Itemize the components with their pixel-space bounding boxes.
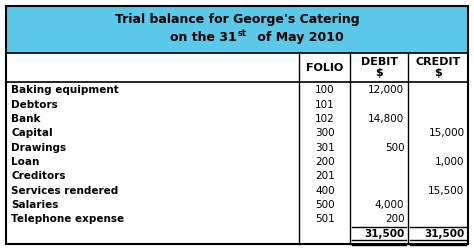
Text: 101: 101: [315, 100, 335, 110]
Text: 12,000: 12,000: [368, 85, 404, 95]
Text: of May 2010: of May 2010: [253, 31, 343, 44]
Text: Telephone expense: Telephone expense: [11, 214, 125, 224]
Text: on the 31: on the 31: [170, 31, 237, 44]
Text: 500: 500: [385, 143, 404, 153]
Text: 102: 102: [315, 114, 335, 124]
Bar: [6, 6, 468, 53]
Text: st: st: [238, 29, 247, 37]
Text: 4,000: 4,000: [375, 200, 404, 210]
Text: 15,000: 15,000: [428, 128, 465, 138]
Text: 301: 301: [315, 143, 335, 153]
Text: 400: 400: [315, 186, 335, 196]
Text: 31,500: 31,500: [364, 229, 404, 239]
Text: 501: 501: [315, 214, 335, 224]
Text: Creditors: Creditors: [11, 171, 66, 181]
Text: 14,800: 14,800: [368, 114, 404, 124]
Text: CREDIT
$: CREDIT $: [416, 57, 461, 78]
Text: Trial balance for George's Catering: Trial balance for George's Catering: [115, 13, 359, 26]
Text: Drawings: Drawings: [11, 143, 66, 153]
Text: 201: 201: [315, 171, 335, 181]
Text: 500: 500: [315, 200, 335, 210]
Text: DEBIT
$: DEBIT $: [361, 57, 398, 78]
Text: Loan: Loan: [11, 157, 40, 167]
Text: 200: 200: [385, 214, 404, 224]
Text: 15,500: 15,500: [428, 186, 465, 196]
Text: 100: 100: [315, 85, 335, 95]
Text: 1,000: 1,000: [435, 157, 465, 167]
Text: FOLIO: FOLIO: [306, 62, 344, 72]
Text: 31,500: 31,500: [424, 229, 465, 239]
Text: Capital: Capital: [11, 128, 53, 138]
Text: Bank: Bank: [11, 114, 41, 124]
Text: Salaries: Salaries: [11, 200, 59, 210]
Text: Services rendered: Services rendered: [11, 186, 119, 196]
Text: Debtors: Debtors: [11, 100, 58, 110]
Text: 200: 200: [315, 157, 335, 167]
Text: Baking equipment: Baking equipment: [11, 85, 119, 95]
Text: 300: 300: [315, 128, 335, 138]
